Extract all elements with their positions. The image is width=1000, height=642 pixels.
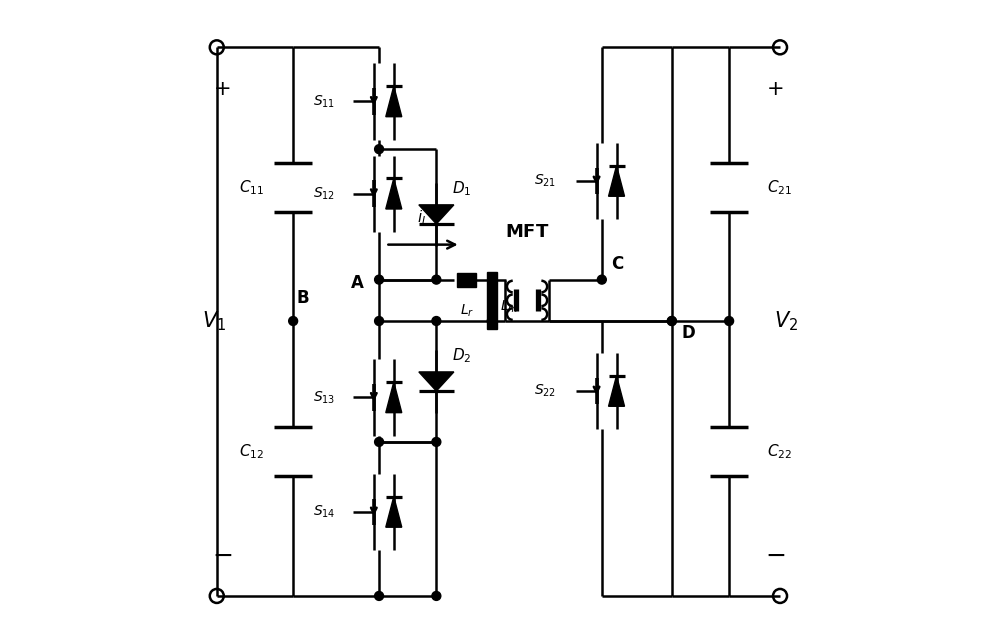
Circle shape	[432, 275, 441, 284]
Text: $C_{22}$: $C_{22}$	[767, 442, 792, 461]
Text: $S_{22}$: $S_{22}$	[534, 383, 556, 399]
Text: $C_{11}$: $C_{11}$	[239, 178, 264, 196]
Text: $+$: $+$	[766, 79, 784, 99]
Bar	[457, 273, 476, 286]
Text: $+$: $+$	[213, 79, 231, 99]
Circle shape	[289, 317, 298, 325]
Polygon shape	[386, 497, 402, 527]
Text: $L_m$: $L_m$	[500, 299, 519, 315]
Circle shape	[487, 317, 496, 325]
Text: $i_L$: $i_L$	[417, 208, 429, 227]
Circle shape	[432, 317, 441, 325]
Circle shape	[432, 437, 441, 446]
Text: $C_{21}$: $C_{21}$	[767, 178, 792, 196]
Polygon shape	[386, 178, 402, 209]
Text: $L_r$: $L_r$	[460, 302, 474, 319]
Text: $S_{13}$: $S_{13}$	[313, 389, 335, 406]
Text: $V_2$: $V_2$	[774, 309, 798, 333]
Text: $S_{21}$: $S_{21}$	[534, 173, 556, 189]
Polygon shape	[609, 166, 625, 196]
Circle shape	[375, 437, 384, 446]
Text: $\mathbf{A}$: $\mathbf{A}$	[350, 274, 365, 292]
Text: $-$: $-$	[212, 542, 232, 567]
Text: $-$: $-$	[765, 542, 785, 567]
Polygon shape	[386, 382, 402, 413]
Circle shape	[667, 317, 676, 325]
Text: $D_2$: $D_2$	[452, 347, 472, 365]
Circle shape	[375, 144, 384, 153]
Text: $V_1$: $V_1$	[202, 309, 226, 333]
Circle shape	[375, 275, 384, 284]
Circle shape	[432, 591, 441, 600]
Text: $S_{11}$: $S_{11}$	[313, 93, 335, 110]
Circle shape	[597, 275, 606, 284]
Circle shape	[667, 317, 676, 325]
Circle shape	[375, 317, 384, 325]
Circle shape	[375, 591, 384, 600]
Circle shape	[725, 317, 734, 325]
Polygon shape	[609, 376, 625, 406]
Text: $\mathbf{B}$: $\mathbf{B}$	[296, 289, 310, 307]
Text: $C_{12}$: $C_{12}$	[239, 442, 264, 461]
Polygon shape	[386, 86, 402, 117]
Polygon shape	[419, 372, 454, 391]
Bar	[487, 272, 497, 329]
Text: $\mathbf{D}$: $\mathbf{D}$	[681, 324, 696, 342]
Polygon shape	[419, 205, 454, 224]
Text: $D_1$: $D_1$	[452, 180, 472, 198]
Text: $\mathbf{MFT}$: $\mathbf{MFT}$	[505, 223, 549, 241]
Text: $\mathbf{C}$: $\mathbf{C}$	[611, 256, 625, 273]
Text: $S_{14}$: $S_{14}$	[313, 504, 335, 520]
Text: $S_{12}$: $S_{12}$	[313, 186, 335, 202]
